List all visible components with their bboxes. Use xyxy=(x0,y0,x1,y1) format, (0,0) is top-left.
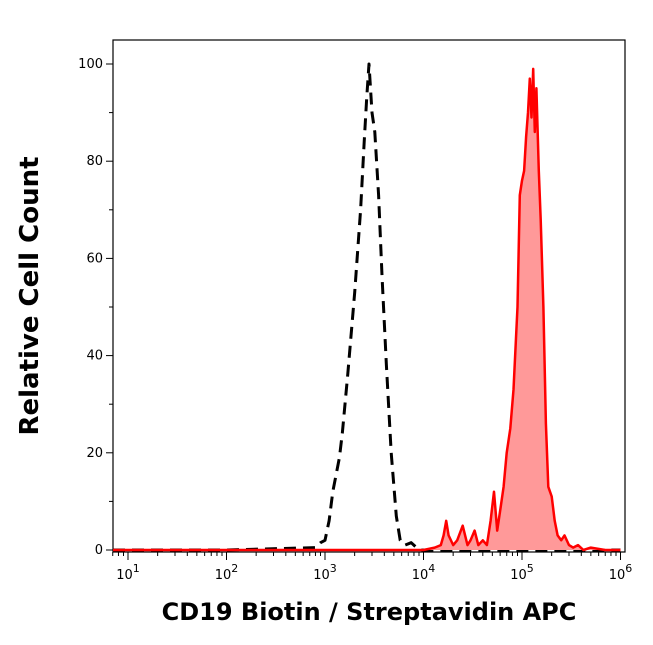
x-tick-label-exponent: 5 xyxy=(527,562,534,575)
x-tick-label-exponent: 1 xyxy=(133,562,140,575)
y-tick-label: 0 xyxy=(95,543,103,558)
y-tick-label: 80 xyxy=(86,154,103,169)
series-layer xyxy=(113,62,621,552)
plot-frame xyxy=(112,39,626,553)
x-tick-label: 106 xyxy=(609,562,633,583)
x-tick-label-base: 10 xyxy=(313,568,330,583)
series-0-line xyxy=(113,62,621,552)
x-tick-label-base: 10 xyxy=(510,568,527,583)
x-tick-label-base: 10 xyxy=(116,568,133,583)
y-tick-label: 40 xyxy=(86,349,103,364)
x-tick-label: 103 xyxy=(313,562,337,583)
x-tick-label: 104 xyxy=(412,562,436,583)
y-tick-label: 20 xyxy=(86,446,103,461)
y-axis-title: Relative Cell Count xyxy=(15,156,45,435)
x-tick-label-exponent: 3 xyxy=(330,562,337,575)
series-1-fill xyxy=(113,68,621,551)
x-tick-label-exponent: 4 xyxy=(428,562,435,575)
series-1-line xyxy=(113,67,621,552)
y-tick-label: 100 xyxy=(78,57,103,72)
x-tick-label: 101 xyxy=(116,562,140,583)
x-tick-label-base: 10 xyxy=(609,568,626,583)
x-tick-label: 102 xyxy=(215,562,239,583)
x-axis-title: CD19 Biotin / Streptavidin APC xyxy=(162,598,577,626)
x-tick-label: 105 xyxy=(510,562,534,583)
x-tick-label-base: 10 xyxy=(412,568,429,583)
y-tick-label: 60 xyxy=(86,251,103,266)
x-tick-label-exponent: 6 xyxy=(625,562,632,575)
x-tick-label-exponent: 2 xyxy=(231,562,238,575)
x-tick-label-base: 10 xyxy=(215,568,232,583)
